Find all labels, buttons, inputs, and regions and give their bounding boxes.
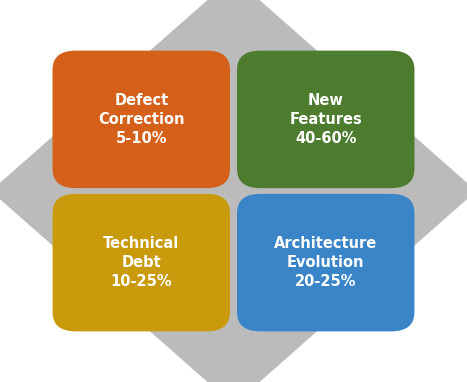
FancyBboxPatch shape	[237, 194, 415, 331]
FancyBboxPatch shape	[237, 50, 415, 188]
Text: Technical
Debt
10-25%: Technical Debt 10-25%	[103, 236, 179, 289]
Text: Architecture
Evolution
20-25%: Architecture Evolution 20-25%	[274, 236, 377, 289]
Text: Defect
Correction
5-10%: Defect Correction 5-10%	[98, 93, 184, 146]
FancyBboxPatch shape	[52, 50, 230, 188]
Text: New
Features
40-60%: New Features 40-60%	[290, 93, 362, 146]
FancyBboxPatch shape	[52, 194, 230, 331]
